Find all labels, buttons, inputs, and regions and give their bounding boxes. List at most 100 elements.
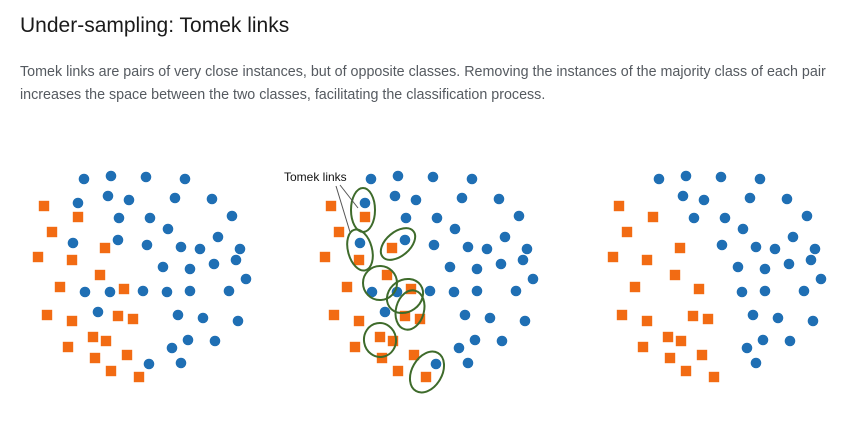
majority-point	[519, 315, 531, 327]
tomek-links-callout: Tomek links	[284, 170, 359, 233]
majority-point	[784, 335, 796, 347]
majority-point	[208, 258, 220, 270]
majority-point	[123, 194, 135, 206]
minority-point	[359, 211, 371, 223]
majority-point	[805, 254, 817, 266]
majority-point	[197, 312, 209, 324]
minority-point	[99, 242, 111, 254]
minority-point	[349, 341, 361, 353]
majority-point	[206, 193, 218, 205]
majority-point	[234, 243, 246, 255]
minority-point	[38, 200, 50, 212]
minority-point	[100, 335, 112, 347]
minority-point	[94, 269, 106, 281]
minority-point	[675, 335, 687, 347]
majority-point	[456, 192, 468, 204]
majority-point	[653, 173, 665, 185]
majority-point	[112, 234, 124, 246]
majority-point	[366, 286, 378, 298]
majority-point	[496, 335, 508, 347]
majority-point	[392, 170, 404, 182]
majority-point	[102, 190, 114, 202]
minority-point	[118, 283, 130, 295]
majority-point	[431, 212, 443, 224]
majority-point	[444, 261, 456, 273]
majority-point	[466, 173, 478, 185]
majority-point	[719, 212, 731, 224]
majority-point	[144, 212, 156, 224]
majority-point	[428, 239, 440, 251]
majority-point	[716, 239, 728, 251]
minority-point	[392, 365, 404, 377]
minority-point	[386, 242, 398, 254]
minority-point	[387, 335, 399, 347]
minority-point	[662, 331, 674, 343]
majority-point	[175, 241, 187, 253]
minority-point	[54, 281, 66, 293]
minority-point	[62, 341, 74, 353]
majority-point	[157, 261, 169, 273]
tomek-link-ellipse	[394, 289, 426, 331]
majority-point	[698, 194, 710, 206]
majority-point	[783, 258, 795, 270]
page-title: Under-sampling: Tomek links	[20, 14, 290, 37]
minority-point	[664, 352, 676, 364]
majority-point	[759, 263, 771, 275]
majority-point	[354, 237, 366, 249]
majority-point	[747, 309, 759, 321]
majority-point	[462, 357, 474, 369]
majority-point	[809, 243, 821, 255]
majority-point	[493, 193, 505, 205]
minority-point	[629, 281, 641, 293]
majority-point	[143, 358, 155, 370]
majority-point	[232, 315, 244, 327]
majority-point	[787, 231, 799, 243]
minority-point	[112, 310, 124, 322]
majority-point	[166, 342, 178, 354]
minority-point	[708, 371, 720, 383]
majority-point	[453, 342, 465, 354]
minority-point	[121, 349, 133, 361]
majority-point	[104, 286, 116, 298]
minority-point	[702, 313, 714, 325]
majority-point	[182, 334, 194, 346]
majority-point	[448, 286, 460, 298]
majority-point	[462, 241, 474, 253]
majority-point	[801, 210, 813, 222]
minority-point	[374, 331, 386, 343]
minority-point	[46, 226, 58, 238]
minority-point	[408, 349, 420, 361]
minority-point	[616, 309, 628, 321]
callout-pointer-line	[339, 184, 359, 209]
minority-point	[341, 281, 353, 293]
tomek-link-ellipse	[346, 228, 374, 272]
minority-point	[105, 365, 117, 377]
majority-point	[212, 231, 224, 243]
majority-point	[750, 241, 762, 253]
tomek-link-ellipse	[385, 277, 425, 315]
majority-point	[141, 239, 153, 251]
majority-point	[72, 197, 84, 209]
minority-point	[353, 315, 365, 327]
majority-point	[410, 194, 422, 206]
majority-point	[750, 357, 762, 369]
majority-point	[194, 243, 206, 255]
majority-point	[79, 286, 91, 298]
majority-point	[754, 173, 766, 185]
tomek-link-ellipse	[362, 265, 398, 301]
majority-point	[223, 285, 235, 297]
tomek-links-label: Tomek links	[284, 170, 347, 184]
page-description: Tomek links are pairs of very close inst…	[20, 64, 826, 103]
majority-point	[759, 285, 771, 297]
majority-point	[527, 273, 539, 285]
minority-point	[325, 200, 337, 212]
majority-point	[815, 273, 827, 285]
majority-point	[162, 223, 174, 235]
majority-point	[359, 197, 371, 209]
majority-point	[471, 263, 483, 275]
majority-point	[399, 234, 411, 246]
majority-point	[424, 285, 436, 297]
majority-point	[175, 357, 187, 369]
majority-point	[140, 171, 152, 183]
majority-point	[680, 170, 692, 182]
